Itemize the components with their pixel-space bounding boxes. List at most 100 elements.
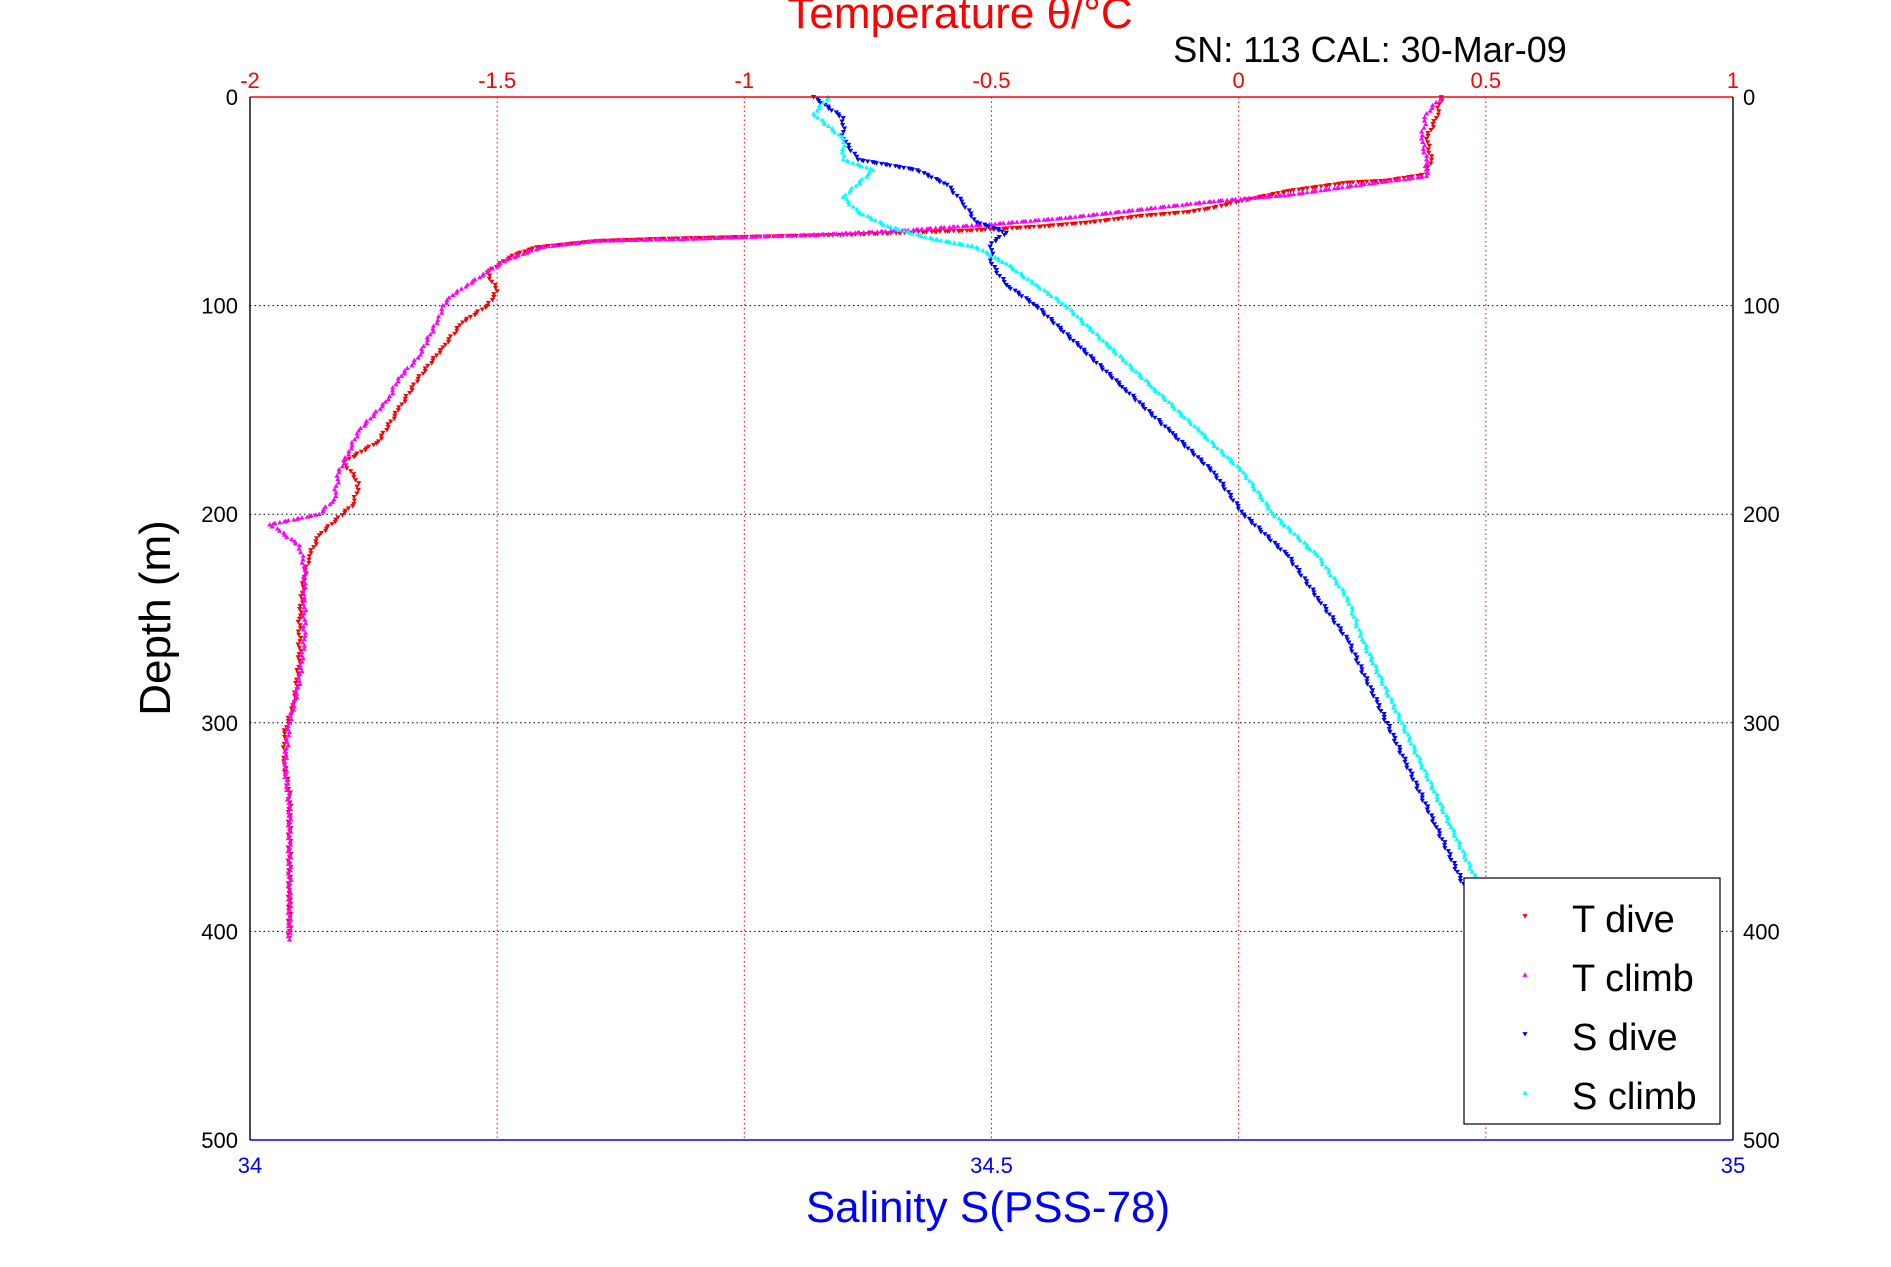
data-point (1063, 215, 1069, 220)
data-point (1361, 639, 1367, 645)
data-point (1421, 150, 1427, 155)
data-point (1278, 518, 1284, 523)
data-point (1225, 454, 1231, 459)
data-point (921, 171, 927, 176)
data-point (865, 159, 871, 164)
data-point (1344, 598, 1351, 603)
data-point (1348, 646, 1354, 651)
data-point (983, 223, 989, 229)
data-point (1090, 329, 1096, 334)
data-point (1414, 786, 1420, 791)
data-point (1409, 771, 1415, 777)
data-point (281, 728, 287, 733)
data-point (507, 255, 513, 261)
data-point (288, 842, 294, 847)
data-point (1162, 397, 1168, 402)
data-point (1369, 179, 1375, 184)
data-point (1030, 301, 1036, 307)
data-point (443, 300, 450, 305)
data-point (483, 305, 489, 311)
data-point (1158, 212, 1164, 217)
data-point (296, 546, 302, 551)
data-point (1133, 214, 1139, 219)
data-point (1170, 404, 1176, 409)
data-point (355, 488, 361, 493)
data-point (1376, 672, 1382, 677)
data-point (585, 239, 591, 244)
data-point (296, 632, 302, 638)
data-point (1344, 180, 1351, 186)
data-point (301, 563, 307, 569)
data-point (1419, 764, 1425, 770)
data-point (1440, 803, 1446, 809)
plot-frame (249, 96, 1734, 1141)
data-point (362, 448, 369, 453)
data-point (562, 242, 568, 247)
data-point (1363, 642, 1370, 648)
data-point (1262, 532, 1268, 537)
data-point (313, 539, 319, 544)
data-point (282, 774, 288, 780)
data-point (906, 229, 912, 235)
data-point (342, 510, 348, 516)
data-point (617, 237, 624, 243)
data-point (1304, 186, 1310, 191)
data-point (1428, 779, 1434, 785)
data-point (295, 671, 301, 676)
data-point (350, 504, 356, 509)
data-point (1353, 658, 1359, 663)
data-point (887, 163, 893, 168)
data-point (1202, 207, 1208, 212)
data-point (854, 154, 860, 160)
data-point (1353, 623, 1359, 629)
data-point (1445, 815, 1451, 820)
data-point (1235, 463, 1241, 468)
data-point (1353, 182, 1359, 188)
data-point (1368, 657, 1374, 663)
data-point (1457, 878, 1464, 884)
data-point (1374, 700, 1380, 705)
data-point (1166, 428, 1173, 434)
data-point (685, 236, 691, 241)
data-point (1339, 184, 1345, 190)
data-point (971, 217, 977, 222)
data-point (932, 229, 938, 235)
data-point (1402, 729, 1408, 734)
data-point (1218, 203, 1225, 209)
data-point (1147, 205, 1154, 211)
chart-title: Temperature θ/°C (787, 0, 1132, 38)
data-point (1071, 311, 1077, 317)
data-point (1353, 620, 1359, 626)
data-point (300, 574, 307, 579)
data-point (950, 191, 956, 196)
data-point (303, 607, 309, 613)
right-tick-label: 200 (1743, 502, 1780, 527)
data-point (288, 890, 294, 895)
data-point (937, 225, 943, 230)
data-point (1162, 424, 1168, 429)
data-point (1425, 804, 1431, 809)
data-point (850, 160, 856, 165)
data-point (385, 425, 391, 430)
data-point (1439, 837, 1445, 842)
data-point (303, 570, 309, 576)
data-point (1157, 204, 1164, 210)
data-point (1302, 576, 1308, 581)
data-point (841, 153, 847, 158)
data-point (1275, 545, 1281, 550)
data-point (1368, 685, 1374, 690)
data-point (840, 136, 846, 141)
data-point (329, 522, 335, 527)
data-point (1144, 206, 1150, 211)
top-tick-label: 0 (1233, 68, 1245, 93)
data-point (287, 806, 294, 812)
data-point (1134, 207, 1141, 212)
data-point (345, 506, 352, 511)
data-point (1410, 777, 1416, 783)
data-point (342, 508, 348, 514)
data-point (1087, 220, 1093, 225)
data-point (1054, 216, 1060, 221)
data-point (1315, 595, 1321, 601)
data-point (1046, 223, 1052, 229)
